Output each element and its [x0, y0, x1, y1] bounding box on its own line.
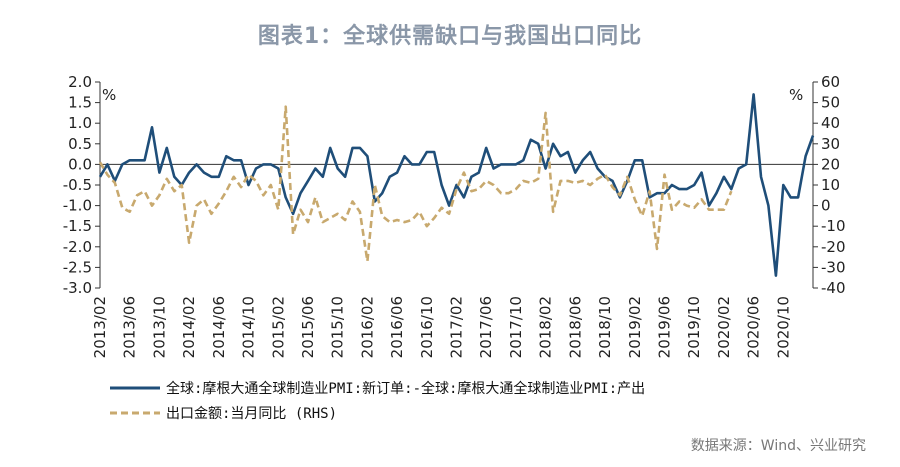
left-tick-label: 0.5 [68, 135, 92, 153]
x-tick-label: 2019/02 [626, 296, 644, 358]
left-unit-label: % [102, 86, 116, 104]
x-tick-label: 2016/02 [358, 296, 376, 358]
right-tick-label: 60 [821, 73, 840, 91]
legend: 全球:摩根大通全球制造业PMI:新订单:-全球:摩根大通全球制造业PMI:产出 … [110, 380, 645, 422]
right-tick-label: 0 [821, 197, 831, 215]
left-tick-label: -2.5 [63, 258, 92, 276]
right-tick-label: 10 [821, 176, 840, 194]
left-tick-label: -3.0 [63, 279, 92, 297]
x-tick-label: 2014/06 [210, 296, 228, 358]
left-tick-label: -1.5 [63, 217, 92, 235]
left-tick-label: 1.0 [68, 114, 92, 132]
x-tick-label: 2017/02 [448, 296, 466, 358]
x-tick-label: 2014/10 [240, 296, 258, 358]
right-tick-label: 20 [821, 155, 840, 173]
series-line-pmi-gap [98, 93, 815, 277]
x-tick-label: 2018/02 [537, 296, 555, 358]
x-tick-label: 2020/02 [715, 296, 733, 358]
left-tick-label: 2.0 [68, 73, 92, 91]
right-tick-label: -20 [821, 238, 846, 256]
left-y-axis: 2.0 1.5 1.0 0.5 0.0 -0.5 -1.0 -1.5 -2.0 -2.5 -3.0 [63, 73, 101, 297]
right-unit-label: % [789, 86, 803, 104]
right-tick-label: -30 [821, 258, 846, 276]
left-tick-label: -1.0 [63, 197, 92, 215]
x-tick-label: 2014/02 [180, 296, 198, 358]
left-tick-label: 1.5 [68, 94, 92, 112]
chart-title: 图表1：全球供需缺口与我国出口同比 [257, 24, 643, 49]
x-tick-label: 2020/10 [774, 296, 792, 358]
x-tick-label: 2016/06 [388, 296, 406, 358]
x-tick-label: 2017/06 [477, 296, 495, 358]
legend-label-export: 出口金额:当月同比 (RHS) [166, 406, 337, 422]
source-note: 数据来源：Wind、兴业研究 [690, 438, 866, 454]
x-tick-label: 2013/02 [91, 296, 109, 358]
right-tick-label: 50 [821, 94, 840, 112]
x-tick-label: 2019/06 [655, 296, 673, 358]
x-tick-label: 2015/02 [269, 296, 287, 358]
x-tick-label: 2018/06 [566, 296, 584, 358]
right-tick-label: 40 [821, 114, 840, 132]
x-tick-label: 2017/10 [507, 296, 525, 358]
right-tick-label: -40 [821, 279, 846, 297]
x-tick-label: 2019/10 [685, 296, 703, 358]
x-tick-label: 2013/10 [150, 296, 168, 358]
x-tick-label: 2020/06 [745, 296, 763, 358]
series-line-export-yoy [98, 105, 733, 263]
left-tick-label: 0.0 [68, 155, 92, 173]
left-tick-label: -2.0 [63, 238, 92, 256]
x-tick-label: 2015/10 [329, 296, 347, 358]
right-y-axis: 60 50 40 30 20 10 0 -10 -20 -30 -40 [812, 73, 846, 297]
right-tick-label: -10 [821, 217, 846, 235]
x-tick-label: 2013/06 [121, 296, 139, 358]
x-tick-label: 2015/06 [299, 296, 317, 358]
right-tick-label: 30 [821, 135, 840, 153]
left-tick-label: -0.5 [63, 176, 92, 194]
x-tick-label: 2018/10 [596, 296, 614, 358]
series-layer [98, 93, 815, 277]
x-tick-label: 2016/10 [418, 296, 436, 358]
x-axis: 2013/02 2013/06 2013/10 2014/02 2014/06 2014/… [91, 163, 813, 358]
legend-label-pmi: 全球:摩根大通全球制造业PMI:新订单:-全球:摩根大通全球制造业PMI:产出 [166, 380, 645, 397]
